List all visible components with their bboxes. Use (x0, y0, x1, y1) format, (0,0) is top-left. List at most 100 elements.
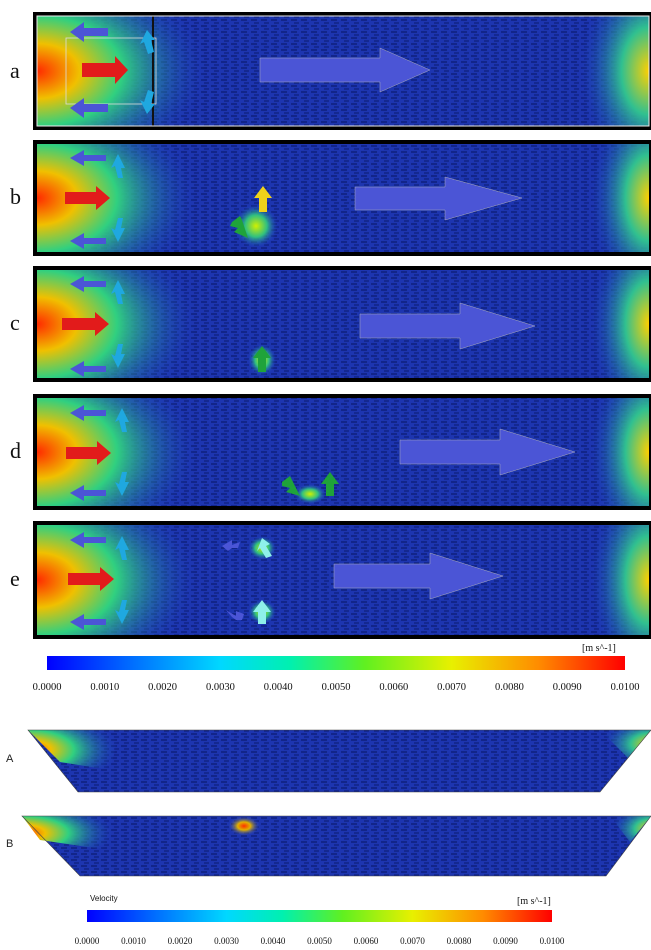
panel-label-a: a (10, 58, 20, 83)
side-arrow-b-bottom (70, 233, 106, 249)
green-arrow-b (230, 216, 248, 238)
colorbar-bottom-tick-label: 0.0070 (400, 936, 425, 946)
panel-e-outlet-jet (590, 525, 649, 635)
flow-direction-arrow-b (354, 176, 523, 221)
colorbar-bottom-tick-label: 0.0080 (447, 936, 472, 946)
colorbar-bottom-tick-label: 0.0010 (121, 936, 146, 946)
green-arrow-d-diagonal (282, 476, 300, 496)
panel-b-outlet-jet (590, 144, 649, 252)
panel-B-field (22, 816, 651, 876)
cyan-arrow-c-bottom (111, 344, 125, 368)
panel-e: e (10, 521, 651, 639)
side-arrow-d-bottom (70, 485, 106, 501)
side-arrow-d-top (70, 405, 106, 421)
flow-direction-arrow-c (359, 302, 536, 350)
flow-direction-arrow-a (259, 47, 431, 93)
cyan-arrow-d-top (115, 408, 129, 432)
colorbar-top-tick-label: 0.0010 (90, 682, 119, 693)
panel-A: A (6, 729, 651, 793)
inlet-arrow-e (68, 567, 114, 591)
cyan-arrow-e-top (115, 536, 129, 560)
colorbar-top-tick-label: 0.0050 (322, 682, 351, 693)
cyan-arrow-a-bottom (140, 90, 155, 114)
colorbar-bottom-tick-label: 0.0060 (354, 936, 379, 946)
colorbar-top-tick-label: 0.0030 (206, 682, 235, 693)
panel-A-inlet-jet (28, 730, 120, 770)
colorbar-top-tick-label: 0.0000 (33, 682, 62, 693)
panel-a: a (10, 12, 651, 130)
panel-B-outlet-jet (610, 816, 651, 842)
cyan-arrow-d-bottom (115, 472, 129, 496)
side-arrow-e-mid-bottom (226, 610, 244, 620)
colorbar-top-gradient (47, 656, 625, 670)
panel-b-plume (234, 204, 278, 248)
cyan-arrow-e-bottom (115, 600, 129, 624)
panel-d-inlet-jet (37, 398, 197, 506)
colorbar-bottom-tick-label: 0.0020 (168, 936, 193, 946)
panel-d-plume (294, 484, 326, 504)
colorbar-top-tick-label: 0.0100 (611, 682, 640, 693)
colorbar-bottom-tick-label: 0.0040 (261, 936, 286, 946)
panel-A-outlet-jet (600, 730, 651, 758)
side-arrow-e-bottom (70, 614, 106, 630)
panel-label-b: b (10, 184, 21, 209)
colorbar-top: [m s^-1] 0.0000 0.0010 0.0020 0.0030 0.0040 0… (33, 643, 640, 693)
green-arrow-d-up (321, 472, 339, 496)
green-arrow-c (253, 346, 271, 372)
colorbar-bottom-unit: [m s^-1] (517, 896, 551, 907)
panel-label-A: A (6, 753, 14, 765)
panel-c-outlet-jet (590, 270, 649, 378)
panel-d: d (10, 394, 651, 510)
cyan-arrow-a-top (140, 30, 155, 54)
colorbar-bottom-ticks: 0.0000 0.0010 0.0020 0.0030 0.0040 0.0050 0.00… (75, 936, 565, 946)
colorbar-bottom-tick-label: 0.0090 (493, 936, 518, 946)
panel-label-e: e (10, 566, 20, 591)
colorbar-top-tick-label: 0.0040 (264, 682, 293, 693)
side-arrow-a-top (70, 22, 108, 42)
panel-e-inlet-jet (37, 525, 197, 635)
panel-B: B (6, 815, 651, 877)
side-arrow-c-top (70, 276, 106, 292)
panel-b: b (10, 140, 651, 256)
inlet-arrow-b (65, 186, 110, 210)
panel-label-d: d (10, 438, 21, 463)
colorbar-bottom-title: Velocity (90, 894, 118, 903)
cyan-arrow-b-bottom (111, 218, 125, 242)
side-arrow-e-top (70, 532, 106, 548)
flow-direction-arrow-d (399, 428, 576, 476)
colorbar-bottom-tick-label: 0.0030 (214, 936, 239, 946)
colorbar-bottom: Velocity [m s^-1] 0.0000 0.0010 0.0020 0.00… (75, 894, 565, 946)
colorbar-bottom-gradient (87, 910, 552, 922)
colorbar-top-unit: [m s^-1] (582, 643, 616, 654)
panel-d-outlet-jet (590, 398, 649, 506)
inlet-arrow-d (66, 441, 111, 465)
panel-a-outlet-jet (580, 16, 649, 126)
light-cyan-arrow-e-top (257, 538, 272, 558)
panel-label-B: B (6, 838, 13, 850)
colorbar-top-tick-label: 0.0080 (495, 682, 524, 693)
panel-A-field (28, 730, 651, 792)
colorbar-top-tick-label: 0.0060 (379, 682, 408, 693)
side-arrow-b-top (70, 150, 106, 166)
cyan-arrow-c-top (111, 280, 125, 304)
inlet-arrow-c (62, 312, 109, 336)
colorbar-top-ticks: 0.0000 0.0010 0.0020 0.0030 0.0040 0.0050 0.00… (33, 682, 640, 693)
panel-B-inlet-jet (22, 816, 115, 850)
cyan-arrow-b-top (111, 154, 125, 178)
panel-B-hotspot (228, 816, 260, 836)
colorbar-top-tick-label: 0.0070 (437, 682, 466, 693)
colorbar-bottom-tick-label: 0.0050 (307, 936, 332, 946)
colorbar-top-tick-label: 0.0020 (148, 682, 177, 693)
light-cyan-arrow-e-bottom (253, 600, 271, 624)
flow-direction-arrow-e (333, 552, 504, 600)
side-arrow-e-mid-top (222, 540, 240, 551)
side-arrow-c-bottom (70, 361, 106, 377)
colorbar-top-tick-label: 0.0090 (553, 682, 582, 693)
panel-c: c (10, 266, 651, 382)
inlet-arrow-a (82, 56, 128, 84)
panel-label-c: c (10, 310, 20, 335)
colorbar-bottom-tick-label: 0.0100 (540, 936, 565, 946)
side-arrow-a-bottom (70, 98, 108, 118)
yellow-arrow-b (254, 186, 272, 212)
